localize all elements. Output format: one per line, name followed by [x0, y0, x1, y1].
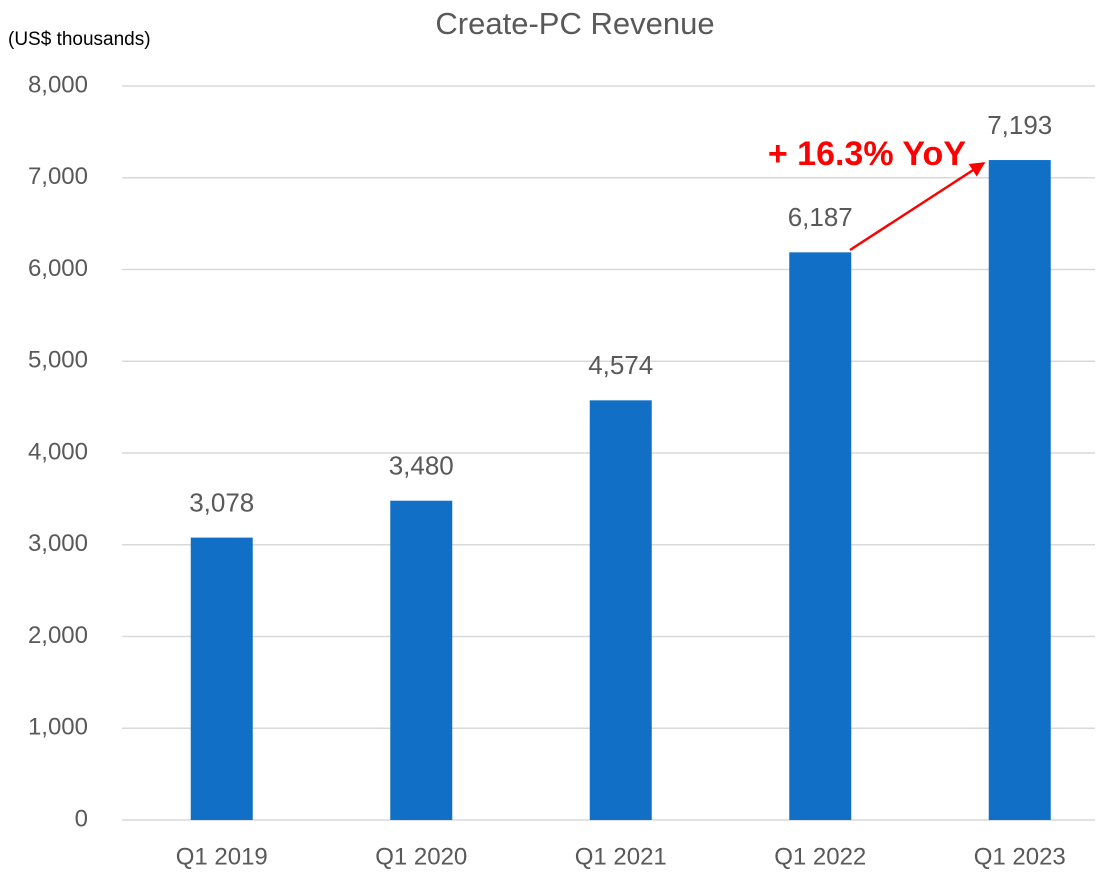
y-tick-label: 5,000	[28, 347, 88, 374]
bar	[789, 252, 852, 820]
value-label: 3,480	[389, 451, 454, 481]
y-tick-label: 8,000	[28, 71, 88, 98]
x-tick-label: Q1 2022	[774, 843, 866, 870]
value-label: 6,187	[788, 202, 853, 232]
value-label: 3,078	[189, 487, 254, 517]
chart-title: Create-PC Revenue	[435, 6, 714, 41]
y-tick-label: 7,000	[28, 163, 88, 190]
value-label: 4,574	[588, 350, 653, 380]
y-tick-label: 2,000	[28, 622, 88, 649]
bar	[589, 400, 652, 820]
annotation-arrow	[849, 161, 986, 252]
bar	[390, 500, 453, 820]
y-tick-label: 3,000	[28, 530, 88, 557]
y-tick-label: 4,000	[28, 438, 88, 465]
x-tick-label: Q1 2021	[575, 843, 667, 870]
bar	[988, 160, 1051, 821]
x-tick-label: Q1 2020	[375, 843, 467, 870]
plot-area: 0 1,000 2,000 3,000 4,000 5,000 6,000 7,000 8,00…	[28, 71, 1095, 870]
annotation: + 16.3% YoY	[768, 135, 966, 173]
value-label: 7,193	[987, 110, 1052, 140]
bar	[190, 537, 253, 820]
y-tick-label: 6,000	[28, 255, 88, 282]
x-tick-label: Q1 2023	[974, 843, 1066, 870]
x-tick-label: Q1 2019	[176, 843, 268, 870]
y-axis-label: (US$ thousands)	[8, 29, 151, 50]
y-tick-label: 1,000	[28, 714, 88, 741]
y-tick-label: 0	[75, 805, 88, 832]
